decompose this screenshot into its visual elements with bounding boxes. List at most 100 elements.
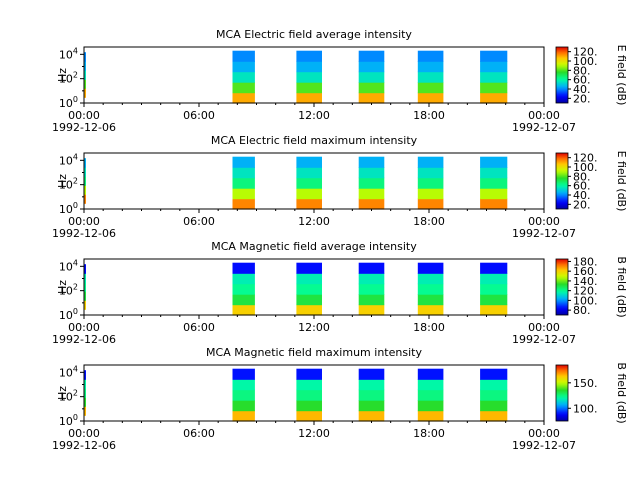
heatmap-cell — [480, 156, 508, 168]
heatmap-cell — [232, 177, 255, 189]
heatmap-cell — [358, 389, 385, 401]
x-tick-date-label: 1992-12-06 — [52, 121, 116, 134]
heatmap-cell — [296, 262, 322, 274]
heatmap-cell — [296, 283, 322, 295]
heatmap-cell — [84, 273, 86, 283]
heatmap-cell — [358, 410, 385, 422]
y-tick-label: 102 — [59, 389, 78, 404]
heatmap-block — [480, 262, 508, 316]
heatmap-cell — [296, 156, 322, 168]
heatmap-cell — [84, 379, 86, 389]
heatmap-cell — [480, 379, 508, 391]
heatmap-block — [84, 264, 86, 310]
colorbar-tick-label: 160. — [573, 265, 598, 278]
heatmap-cell — [232, 71, 255, 83]
colorbar-tick-label: 60. — [573, 180, 591, 193]
heatmap-block — [417, 368, 444, 422]
heatmap-cell — [480, 304, 508, 316]
heatmap-block — [358, 368, 385, 422]
y-tick-label: 104 — [59, 46, 78, 61]
heatmap-cell — [232, 389, 255, 401]
colorbar-tick-label: 100. — [573, 294, 598, 307]
heatmap-block — [480, 156, 508, 210]
heatmap-cell — [358, 304, 385, 316]
x-tick-label: 06:00 — [183, 109, 215, 122]
heatmap-cell — [296, 167, 322, 179]
heatmap-cell — [358, 379, 385, 391]
x-tick-label: 06:00 — [183, 215, 215, 228]
heatmap-cell — [417, 198, 444, 210]
heatmap-cell — [358, 167, 385, 179]
x-tick-label: 06:00 — [183, 427, 215, 440]
heatmap-cell — [296, 294, 322, 306]
heatmap-cell — [417, 82, 444, 94]
heatmap-cell — [296, 188, 322, 200]
x-tick-label: 12:00 — [298, 109, 330, 122]
heatmap-cell — [480, 389, 508, 401]
heatmap-cell — [417, 188, 444, 200]
heatmap-cell — [358, 92, 385, 104]
x-tick-label: 00:00 — [528, 321, 560, 334]
heatmap-block — [84, 52, 86, 98]
colorbar-label: B field (dB) — [615, 256, 628, 317]
y-axis-label: Hz — [56, 386, 69, 400]
colorbar-tick-label: 80. — [573, 64, 591, 77]
heatmap-block — [480, 50, 508, 104]
heatmap-cell — [417, 262, 444, 274]
heatmap-cell — [417, 368, 444, 380]
x-tick-date-label: 1992-12-06 — [52, 227, 116, 240]
heatmap-block — [232, 156, 255, 210]
panel-title: MCA Electric field maximum intensity — [211, 134, 418, 147]
panel-title: MCA Magnetic field maximum intensity — [206, 346, 422, 359]
heatmap-cell — [296, 198, 322, 210]
x-tick-date-label: 1992-12-06 — [52, 333, 116, 346]
y-tick-label: 104 — [59, 258, 78, 273]
y-axis-label: Hz — [56, 68, 69, 82]
colorbar-tick-label: 180. — [573, 255, 598, 268]
heatmap-cell — [417, 379, 444, 391]
colorbar-tick-label: 40. — [573, 189, 591, 202]
heatmap-cell — [84, 291, 86, 301]
heatmap-cell — [296, 71, 322, 83]
colorbar-tick-label: 100. — [573, 402, 598, 415]
heatmap-cell — [358, 283, 385, 295]
heatmap-cell — [84, 52, 86, 62]
heatmap-cell — [296, 61, 322, 73]
heatmap-block — [417, 50, 444, 104]
heatmap-cell — [84, 397, 86, 407]
heatmap-block — [296, 50, 322, 104]
heatmap-cell — [417, 410, 444, 422]
y-tick-label: 102 — [59, 177, 78, 192]
x-tick-date-label: 1992-12-06 — [52, 439, 116, 452]
x-tick-label: 18:00 — [413, 109, 445, 122]
heatmap-cell — [232, 283, 255, 295]
heatmap-cell — [480, 283, 508, 295]
colorbar-tick-label: 40. — [573, 83, 591, 96]
heatmap-block — [296, 262, 322, 316]
colorbar-tick-label: 120. — [573, 285, 598, 298]
heatmap-cell — [232, 167, 255, 179]
heatmap-cell — [232, 92, 255, 104]
heatmap-cell — [232, 294, 255, 306]
heatmap-cell — [480, 188, 508, 200]
heatmap-cell — [480, 82, 508, 94]
heatmap-cell — [480, 177, 508, 189]
colorbar-tick-label: 80. — [573, 170, 591, 183]
heatmap-cell — [296, 82, 322, 94]
x-tick-date-label: 1992-12-07 — [512, 227, 576, 240]
heatmap-cell — [417, 304, 444, 316]
x-tick-label: 00:00 — [528, 109, 560, 122]
spectrogram-panel: MCA Electric field average intensity 100 1… — [52, 28, 628, 134]
y-tick-label: 100 — [59, 413, 78, 428]
heatmap-cell — [84, 61, 86, 71]
x-tick-label: 00:00 — [528, 427, 560, 440]
heatmap-cell — [232, 156, 255, 168]
heatmap-cell — [84, 88, 86, 98]
heatmap-cell — [358, 188, 385, 200]
heatmap-cell — [417, 71, 444, 83]
x-tick-label: 00:00 — [68, 215, 100, 228]
heatmap-cell — [417, 400, 444, 412]
colorbar-tick-label: 60. — [573, 74, 591, 87]
